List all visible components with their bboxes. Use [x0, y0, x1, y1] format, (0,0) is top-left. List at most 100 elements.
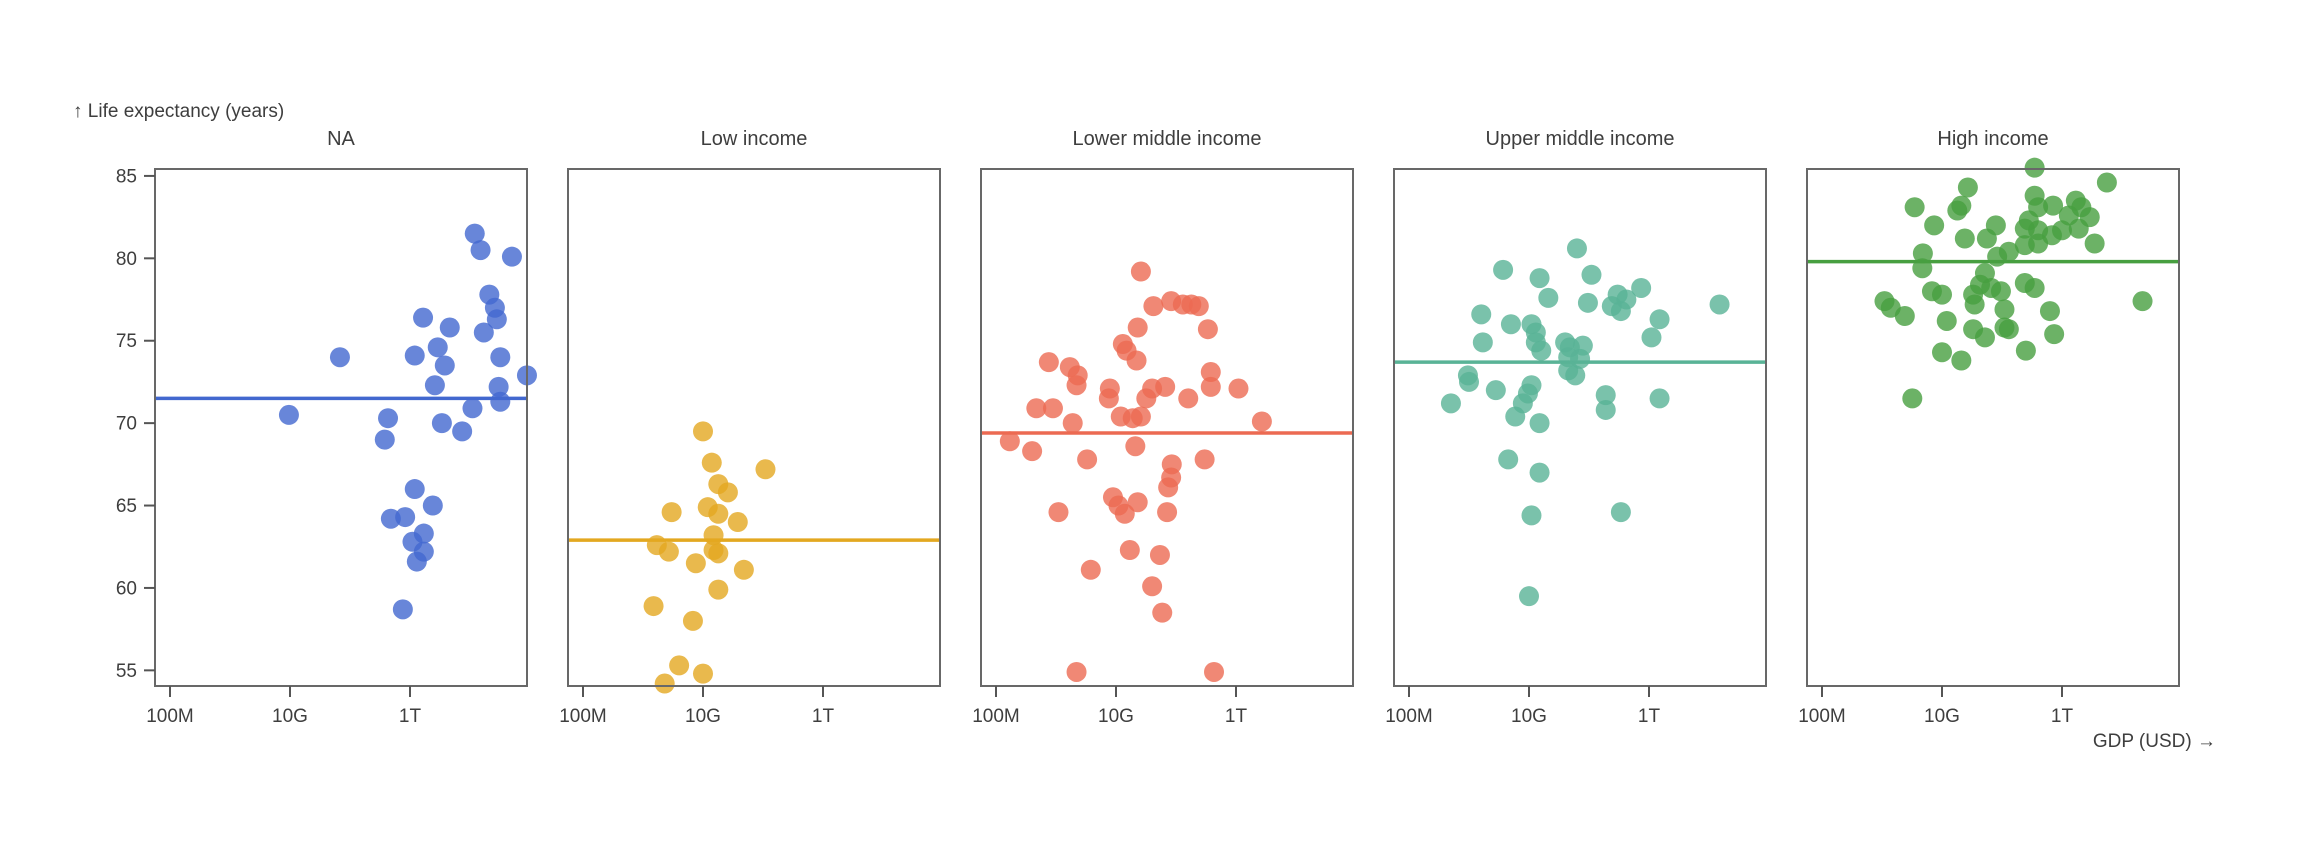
data-point: [1178, 388, 1199, 409]
data-point: [2024, 277, 2045, 298]
data-point: [2039, 301, 2060, 322]
data-point: [1127, 317, 1148, 338]
facet-lower-middle-income: Lower middle income 100M 10G 1T: [972, 128, 1354, 727]
data-point: [1152, 602, 1173, 623]
data-point: [1994, 299, 2015, 320]
data-point: [486, 309, 507, 330]
data-point: [1529, 413, 1550, 434]
data-point: [1098, 388, 1119, 409]
data-point: [1200, 362, 1221, 383]
data-point: [685, 553, 706, 574]
data-point: [1904, 197, 1925, 218]
data-point: [1493, 259, 1514, 280]
data-point: [2015, 340, 2036, 361]
data-point: [701, 452, 722, 473]
data-point: [392, 599, 413, 620]
data-point: [1062, 413, 1083, 434]
y-tick-label: 80: [116, 249, 137, 270]
data-point: [473, 322, 494, 343]
data-point: [1998, 319, 2019, 340]
data-point: [1531, 340, 1552, 361]
facet-panel: [1393, 168, 1767, 687]
data-point: [329, 347, 350, 368]
facet-panel: [1806, 168, 2180, 687]
data-point: [1038, 352, 1059, 373]
data-point: [1498, 449, 1519, 470]
data-point: [2044, 324, 2065, 345]
data-point: [1130, 406, 1151, 427]
data-point: [1932, 342, 1952, 363]
facet-high-income: High income 100M 10G 1T: [1798, 128, 2180, 727]
data-point: [733, 559, 754, 580]
facet-panel: [980, 168, 1354, 687]
data-point: [1951, 195, 1972, 216]
x-tick-label: 100M: [1385, 706, 1433, 727]
facet-upper-middle-income: Upper middle income 100M 10G 1T: [1385, 128, 1767, 727]
data-point: [1158, 477, 1179, 498]
data-point: [1649, 388, 1670, 409]
data-point: [1126, 350, 1147, 371]
data-point: [1649, 309, 1670, 330]
data-point: [1631, 277, 1652, 298]
data-point: [1228, 378, 1249, 399]
data-point: [490, 391, 511, 412]
data-point: [1505, 406, 1526, 427]
data-point: [404, 345, 425, 366]
y-tick-label: 65: [116, 496, 137, 517]
data-point: [464, 223, 485, 244]
data-point: [1066, 375, 1087, 396]
data-point: [1472, 332, 1493, 353]
data-point: [727, 512, 748, 533]
y-tick-label: 70: [116, 414, 137, 435]
data-point: [1987, 246, 2008, 267]
data-point: [1459, 371, 1479, 392]
data-point: [1197, 319, 1218, 340]
facet-low-income: Low income 100M 10G 1T: [559, 128, 941, 727]
data-point: [1519, 586, 1539, 607]
data-point: [755, 459, 776, 480]
data-point: [682, 610, 703, 631]
data-point: [703, 525, 724, 546]
data-point: [717, 482, 738, 503]
data-point: [1964, 294, 1985, 315]
data-point: [1200, 376, 1221, 397]
x-tick-label: 100M: [972, 706, 1020, 727]
x-tick-label: 1T: [399, 706, 422, 727]
data-point: [490, 347, 511, 368]
data-point: [1080, 559, 1101, 580]
data-point: [1127, 492, 1148, 513]
data-point: [452, 421, 473, 442]
data-point: [1022, 441, 1043, 462]
data-point: [1954, 228, 1975, 249]
data-point: [1157, 502, 1178, 523]
y-tick-label: 85: [116, 166, 137, 187]
data-point: [462, 398, 483, 419]
data-point: [1595, 399, 1616, 420]
y-tick-label: 55: [116, 661, 137, 682]
data-point: [2024, 157, 2045, 178]
data-point: [427, 337, 448, 358]
data-point: [439, 317, 460, 338]
data-point: [1595, 385, 1616, 406]
facet-title: Upper middle income: [1486, 128, 1675, 150]
facet-title: NA: [327, 128, 355, 150]
data-point: [422, 495, 443, 516]
facet-na: NA 100M 10G 1T 85 80 75 70 65 60 55: [116, 128, 537, 727]
data-point: [1114, 503, 1135, 524]
data-point: [1641, 327, 1662, 348]
data-point: [1566, 238, 1587, 259]
data-point: [1565, 365, 1586, 386]
data-point: [2068, 218, 2089, 239]
data-point: [693, 663, 713, 684]
data-point: [1119, 540, 1140, 561]
facet-title: High income: [1937, 128, 2048, 150]
y-tick-label: 75: [116, 331, 137, 352]
x-tick-label: 10G: [1924, 706, 1960, 727]
data-point: [1974, 327, 1995, 348]
data-point: [1077, 449, 1098, 470]
data-point: [1048, 502, 1069, 523]
data-point: [1577, 292, 1598, 313]
data-point: [2096, 172, 2117, 193]
x-tick-label: 100M: [146, 706, 194, 727]
